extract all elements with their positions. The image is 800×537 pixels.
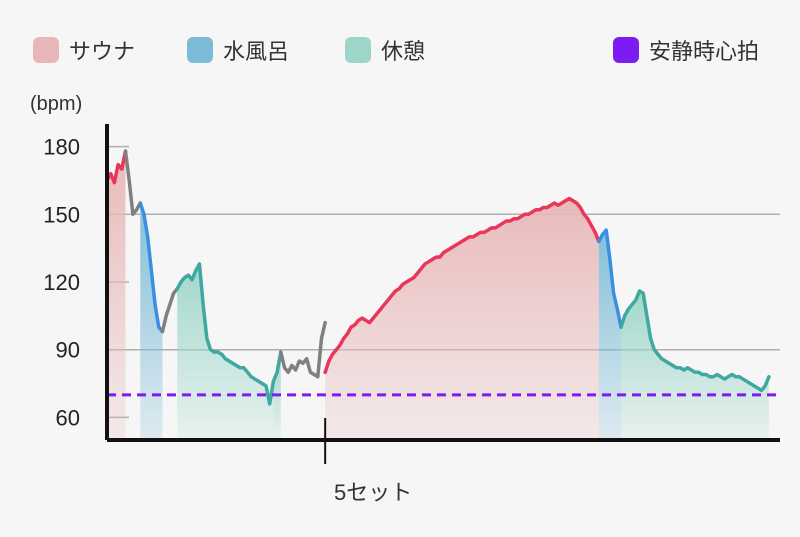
legend-item-rest: 休憩	[345, 34, 425, 66]
legend-swatch-sauna	[33, 37, 59, 63]
area-cold	[140, 203, 163, 440]
legend-label-rest: 休憩	[381, 40, 426, 65]
series-line-sauna	[323, 196, 601, 375]
legend-item-resting-hr: 安静時心拍	[613, 34, 759, 66]
phase-areas	[107, 151, 769, 441]
series-line-other	[160, 287, 180, 334]
series-line-sauna	[105, 149, 128, 185]
heart-rate-lines	[105, 149, 780, 406]
series-line-other	[123, 149, 143, 217]
axes	[105, 124, 780, 464]
y-tick-label: 90	[56, 338, 80, 363]
legend: サウナ 水風呂 休憩 安静時心拍	[0, 28, 800, 72]
y-tick-label: 150	[43, 202, 80, 227]
y-tick-labels: 60 90 120 150 180	[43, 135, 80, 431]
area-rest	[620, 291, 769, 440]
area-rest	[177, 263, 274, 440]
y-tick-label: 60	[56, 405, 80, 430]
y-tick-label: 180	[43, 135, 80, 160]
legend-swatch-cold	[187, 37, 213, 63]
series-line-cold	[138, 201, 165, 334]
legend-swatch-resting-hr	[613, 37, 639, 63]
legend-item-cold: 水風呂	[187, 34, 289, 66]
x-marker-label: 5セット	[334, 480, 412, 505]
y-axis-label: (bpm)	[30, 93, 82, 115]
series-line-rest	[175, 262, 276, 406]
legend-label-cold: 水風呂	[223, 40, 290, 65]
series-line-cold	[597, 228, 623, 329]
area-sauna	[107, 151, 126, 441]
legend-label-sauna: サウナ	[69, 40, 136, 65]
series-line-other	[279, 320, 327, 379]
legend-swatch-rest	[345, 37, 371, 63]
series-line-rest	[619, 289, 771, 393]
series-line-rest	[271, 350, 283, 384]
legend-item-sauna: サウナ	[33, 34, 135, 66]
y-tick-label: 120	[43, 270, 80, 295]
legend-label-resting-hr: 安静時心拍	[649, 40, 760, 65]
area-cold	[598, 230, 621, 440]
area-sauna	[325, 198, 599, 440]
